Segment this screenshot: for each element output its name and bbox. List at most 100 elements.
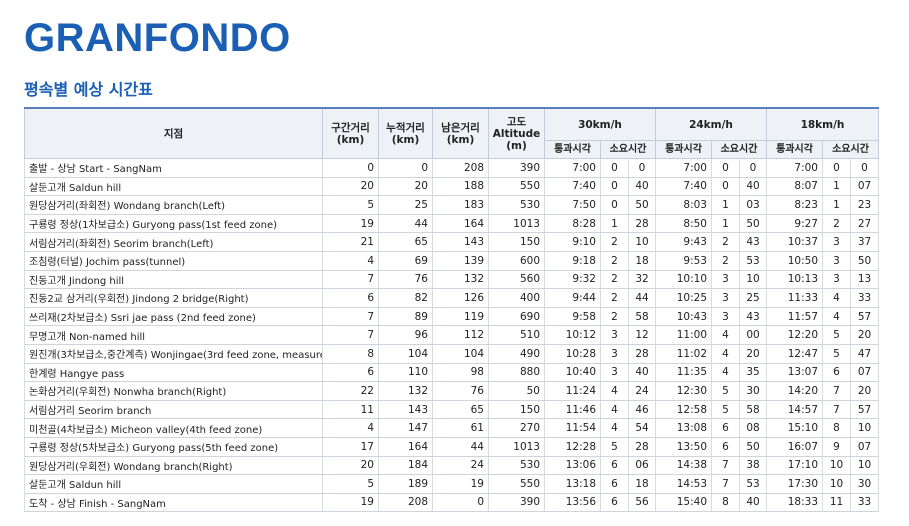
speed-header: 18km/h [766,107,879,141]
pass-time: 9:18 [544,251,601,271]
distance-cell: 0 [378,158,433,178]
elapsed-cell: 2 [711,232,740,252]
point-name: 진동2교 삼거리(우회전) Jindong 2 bridge(Right) [24,288,323,308]
distance-cell: 143 [378,400,433,420]
elapsed-cell: 4 [600,418,629,438]
elapsed-cell: 3 [711,288,740,308]
elapsed-cell: 44 [628,288,656,308]
pass-time: 11:35 [655,363,712,383]
distance-cell: 65 [378,232,433,252]
distance-cell: 25 [378,195,433,215]
table-head: 지점 구간거리 (km) 누적거리 (km) 남은거리 (km) 고도 Altitude… [24,107,879,159]
distance-cell: 7 [322,307,379,327]
distance-cell: 44 [378,214,433,234]
elapsed-cell: 53 [739,251,767,271]
elapsed-cell: 07 [850,437,879,457]
distance-cell: 530 [488,456,545,476]
table-row: 논화삼거리(우회전) Nonwha branch(Right) 22 132 76 50… [24,381,879,401]
distance-cell: 98 [432,363,489,383]
sub-header: 소요시간 [822,140,879,159]
table-body: 출발 - 상남 Start - SangNam 0 0 208 390 7:00 0 0 7:0… [24,158,879,513]
distance-cell: 600 [488,251,545,271]
elapsed-cell: 50 [850,251,879,271]
elapsed-cell: 2 [600,251,629,271]
elapsed-cell: 10 [628,232,656,252]
elapsed-cell: 30 [850,474,879,494]
elapsed-cell: 18 [628,474,656,494]
elapsed-cell: 35 [739,363,767,383]
pass-time: 10:12 [544,325,601,345]
point-name: 원당삼거리(좌회전) Wondang branch(Left) [24,195,323,215]
elapsed-cell: 0 [822,158,851,178]
distance-cell: 96 [378,325,433,345]
elapsed-cell: 07 [850,363,879,383]
elapsed-cell: 57 [850,400,879,420]
table-row: 구룡령 정상(5차보급소) Guryong pass(5th feed zone… [24,437,879,457]
elapsed-cell: 7 [711,474,740,494]
elapsed-cell: 40 [739,177,767,197]
elapsed-cell: 0 [850,158,879,178]
sub-header: 소요시간 [711,140,767,159]
point-name: 조침령(터널) Jochim pass(tunnel) [24,251,323,271]
distance-cell: 208 [378,493,433,513]
distance-cell: 132 [378,381,433,401]
distance-cell: 6 [322,363,379,383]
elapsed-cell: 4 [600,381,629,401]
distance-cell: 65 [432,400,489,420]
pass-time: 10:43 [655,307,712,327]
elapsed-cell: 58 [628,307,656,327]
elapsed-cell: 1 [822,177,851,197]
elapsed-cell: 2 [600,232,629,252]
elapsed-cell: 10 [822,456,851,476]
elapsed-cell: 2 [600,270,629,290]
sub-header: 통과시각 [655,140,712,159]
pass-time: 17:30 [766,474,823,494]
point-name: 한계령 Hangye pass [24,363,323,383]
elapsed-cell: 4 [711,344,740,364]
elapsed-cell: 50 [739,214,767,234]
pass-time: 10:28 [544,344,601,364]
elapsed-cell: 53 [739,474,767,494]
pass-time: 10:10 [655,270,712,290]
elapsed-cell: 37 [850,232,879,252]
distance-cell: 20 [322,456,379,476]
elapsed-cell: 10 [850,456,879,476]
distance-cell: 19 [322,214,379,234]
pass-time: 13:18 [544,474,601,494]
elapsed-cell: 13 [850,270,879,290]
pass-time: 15:10 [766,418,823,438]
elapsed-cell: 0 [600,195,629,215]
distance-cell: 143 [432,232,489,252]
pass-time: 7:00 [655,158,712,178]
elapsed-cell: 1 [711,214,740,234]
pass-time: 11:00 [655,325,712,345]
distance-cell: 0 [432,493,489,513]
distance-cell: 164 [378,437,433,457]
distance-cell: 22 [322,381,379,401]
pass-time: 8:28 [544,214,601,234]
elapsed-cell: 6 [711,418,740,438]
elapsed-cell: 0 [600,177,629,197]
table-row: 원진개(3차보급소,중간계측) Wonjingae(3rd feed zone,… [24,344,879,364]
pass-time: 14:57 [766,400,823,420]
table-row: 원당삼거리(우회전) Wondang branch(Right) 20 184 24 5… [24,456,879,476]
distance-cell: 82 [378,288,433,308]
distance-cell: 50 [488,381,545,401]
table-row: 쓰리재(2차보급소) Ssri jae pass (2nd feed zone)… [24,307,879,327]
table-row: 출발 - 상남 Start - SangNam 0 0 208 390 7:00 0 0 7:0… [24,158,879,178]
header-row: 지점 구간거리 (km) 누적거리 (km) 남은거리 (km) 고도 Altitude… [24,107,879,159]
table-row: 원당삼거리(좌회전) Wondang branch(Left) 5 25 183 530… [24,195,879,215]
elapsed-cell: 2 [822,214,851,234]
table-row: 살둔고개 Saldun hill 20 20 188 550 7:40 0 40 7:40 0 40… [24,177,879,197]
distance-cell: 20 [378,177,433,197]
distance-cell: 20 [322,177,379,197]
point-name: 쓰리재(2차보급소) Ssri jae pass (2nd feed zone) [24,307,323,327]
distance-cell: 690 [488,307,545,327]
distance-cell: 510 [488,325,545,345]
elapsed-cell: 5 [822,344,851,364]
elapsed-cell: 9 [822,437,851,457]
distance-cell: 530 [488,195,545,215]
pass-time: 12:47 [766,344,823,364]
column-header: 남은거리 (km) [432,107,489,159]
